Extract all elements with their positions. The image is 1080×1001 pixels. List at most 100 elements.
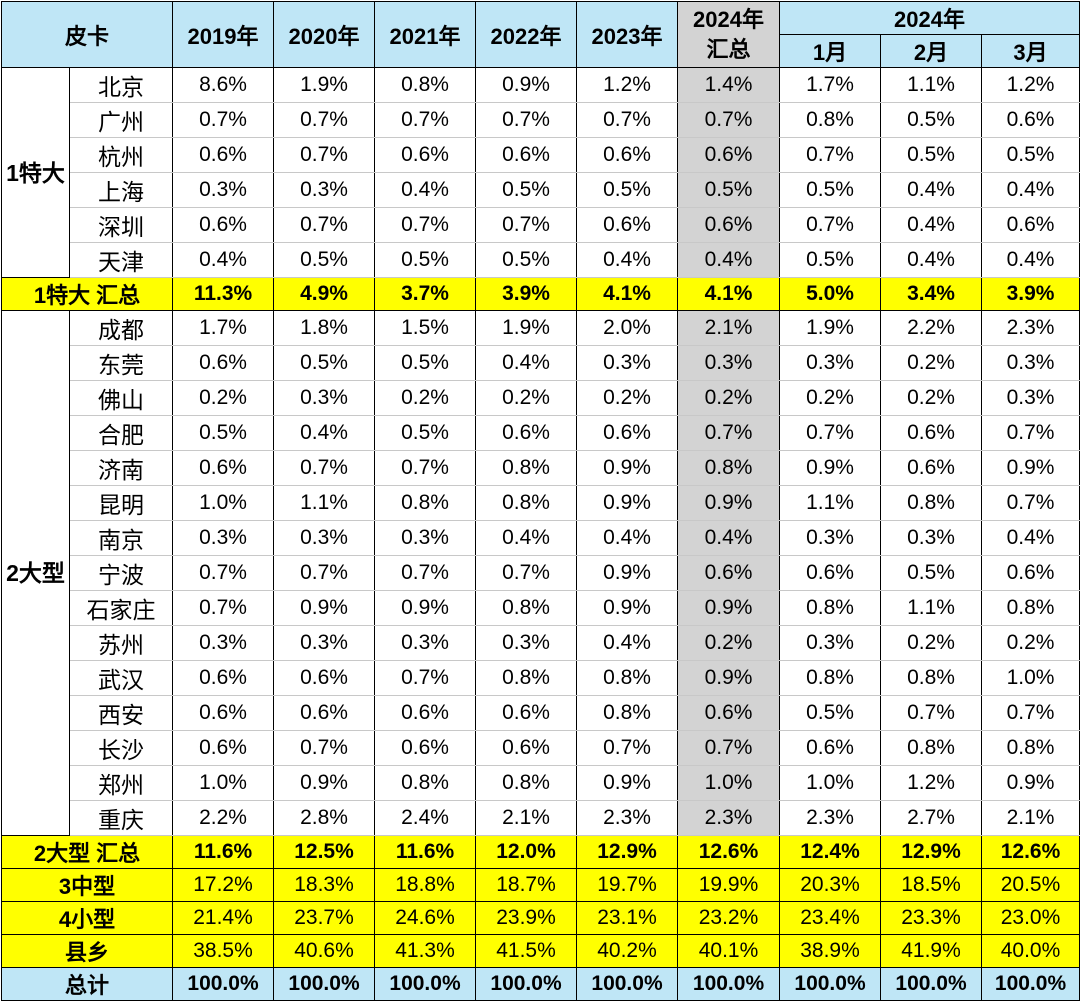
value-cell: 11.6%: [172, 835, 275, 869]
value-cell: 0.7%: [273, 730, 376, 766]
value-cell: 0.8%: [677, 450, 781, 486]
value-cell: 0.2%: [981, 625, 1080, 661]
value-cell: 0.5%: [475, 242, 578, 278]
value-cell: 0.8%: [880, 660, 983, 696]
value-cell: 0.2%: [880, 625, 983, 661]
value-cell: 11.6%: [374, 835, 477, 869]
value-cell: 0.6%: [576, 207, 679, 243]
value-cell: 4.1%: [576, 277, 679, 311]
value-cell: 0.3%: [172, 172, 275, 208]
city-name: 武汉: [68, 660, 174, 696]
value-cell: 0.7%: [475, 555, 578, 591]
total-label: 总计: [0, 967, 174, 1001]
value-cell: 0.9%: [779, 450, 882, 486]
value-cell: 8.6%: [172, 67, 275, 103]
value-cell: 4.9%: [273, 277, 376, 311]
value-cell: 0.6%: [576, 137, 679, 173]
value-cell: 0.6%: [475, 730, 578, 766]
value-cell: 0.5%: [981, 137, 1080, 173]
summary-label: 2大型 汇总: [0, 835, 174, 869]
value-cell: 0.4%: [576, 242, 679, 278]
city-name: 济南: [68, 450, 174, 486]
value-cell: 0.6%: [374, 695, 477, 731]
value-cell: 0.2%: [576, 380, 679, 416]
header-year-2022: 2022年: [475, 1, 578, 68]
table-row: 2大型 成都 1.7% 1.8% 1.5% 1.9% 2.0% 2.1% 1.9% 2.2% 2.3…: [1, 310, 1080, 836]
city-name: 东莞: [68, 345, 174, 381]
value-cell: 1.0%: [172, 765, 275, 801]
value-cell: 0.8%: [374, 765, 477, 801]
value-cell: 18.5%: [880, 868, 983, 902]
value-cell: 0.4%: [273, 415, 376, 451]
value-cell: 1.9%: [475, 310, 578, 346]
value-cell: 0.9%: [677, 590, 781, 626]
header-year-2020: 2020年: [273, 1, 376, 68]
value-cell: 0.8%: [475, 485, 578, 521]
header-2024-group: 2024年: [779, 1, 1080, 35]
value-cell: 0.4%: [374, 172, 477, 208]
value-cell: 0.8%: [880, 730, 983, 766]
header-corner: 皮卡: [0, 1, 174, 68]
value-cell: 0.6%: [779, 555, 882, 591]
value-cell: 0.3%: [880, 520, 983, 556]
table-row: 宁波 0.7% 0.7% 0.7% 0.7% 0.9% 0.6% 0.6% 0.5% 0.6%: [2, 555, 1080, 591]
group-label: 1特大: [1, 67, 70, 278]
value-cell: 0.5%: [374, 415, 477, 451]
value-cell: 100.0%: [273, 967, 376, 1001]
value-cell: 2.3%: [779, 800, 882, 836]
value-cell: 0.3%: [172, 520, 275, 556]
value-cell: 0.6%: [677, 695, 781, 731]
value-cell: 18.7%: [475, 868, 578, 902]
value-cell: 0.6%: [475, 137, 578, 173]
value-cell: 0.6%: [172, 695, 275, 731]
value-cell: 0.3%: [374, 625, 477, 661]
value-cell: 2.3%: [677, 800, 781, 836]
value-cell: 0.9%: [576, 590, 679, 626]
value-cell: 0.7%: [374, 555, 477, 591]
value-cell: 0.7%: [576, 102, 679, 138]
city-name: 苏州: [68, 625, 174, 661]
header-year-2021: 2021年: [374, 1, 477, 68]
value-cell: 100.0%: [475, 967, 578, 1001]
value-cell: 1.9%: [779, 310, 882, 346]
value-cell: 100.0%: [374, 967, 477, 1001]
value-cell: 0.6%: [880, 415, 983, 451]
value-cell: 0.6%: [172, 450, 275, 486]
value-cell: 0.7%: [374, 102, 477, 138]
value-cell: 0.2%: [880, 345, 983, 381]
group-summary-row: 2大型 汇总 11.6% 12.5% 11.6% 12.0% 12.9% 12.6% 12.4…: [0, 835, 1080, 869]
value-cell: 0.9%: [374, 590, 477, 626]
category-row: 4小型 21.4% 23.7% 24.6% 23.9% 23.1% 23.2% 23.4% 23…: [0, 901, 1080, 935]
value-cell: 1.9%: [273, 67, 376, 103]
value-cell: 0.9%: [576, 450, 679, 486]
value-cell: 12.6%: [677, 835, 781, 869]
city-name: 郑州: [68, 765, 174, 801]
table-row: 济南 0.6% 0.7% 0.7% 0.8% 0.9% 0.8% 0.9% 0.6% 0.9%: [2, 450, 1080, 486]
value-cell: 0.7%: [172, 102, 275, 138]
value-cell: 0.4%: [880, 172, 983, 208]
table-row: 石家庄 0.7% 0.9% 0.9% 0.8% 0.9% 0.9% 0.8% 1.1% 0.8%: [2, 590, 1080, 626]
value-cell: 0.5%: [779, 172, 882, 208]
value-cell: 0.8%: [475, 660, 578, 696]
table-row: 重庆 2.2% 2.8% 2.4% 2.1% 2.3% 2.3% 2.3% 2.7% 2.1%: [2, 800, 1080, 836]
value-cell: 0.4%: [981, 520, 1080, 556]
value-cell: 0.9%: [981, 765, 1080, 801]
value-cell: 23.9%: [475, 901, 578, 935]
value-cell: 0.7%: [273, 555, 376, 591]
value-cell: 0.7%: [677, 415, 781, 451]
value-cell: 0.2%: [475, 380, 578, 416]
table-row: 武汉 0.6% 0.6% 0.7% 0.8% 0.8% 0.9% 0.8% 0.8% 1.0%: [2, 660, 1080, 696]
value-cell: 2.1%: [475, 800, 578, 836]
value-cell: 0.9%: [576, 555, 679, 591]
value-cell: 40.0%: [981, 934, 1080, 968]
value-cell: 0.8%: [779, 102, 882, 138]
value-cell: 0.4%: [475, 345, 578, 381]
city-name: 天津: [68, 242, 174, 278]
value-cell: 1.1%: [273, 485, 376, 521]
value-cell: 0.9%: [475, 67, 578, 103]
value-cell: 0.4%: [880, 207, 983, 243]
city-name: 成都: [68, 310, 174, 346]
value-cell: 0.3%: [273, 625, 376, 661]
city-name: 重庆: [68, 800, 174, 836]
value-cell: 0.4%: [576, 625, 679, 661]
